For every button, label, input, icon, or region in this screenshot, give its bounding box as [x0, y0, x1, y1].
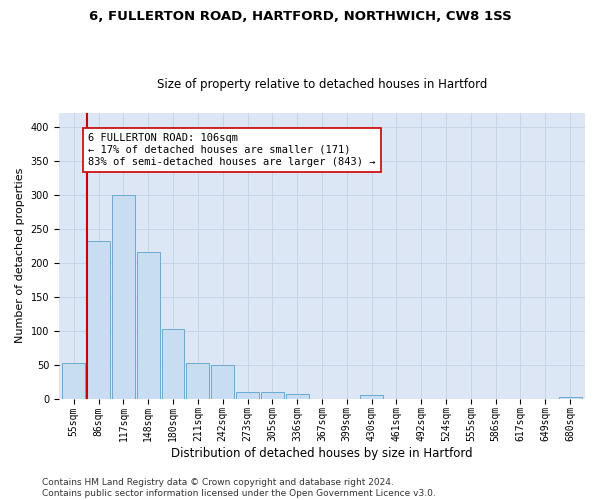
Text: 6 FULLERTON ROAD: 106sqm
← 17% of detached houses are smaller (171)
83% of semi-: 6 FULLERTON ROAD: 106sqm ← 17% of detach… — [88, 134, 376, 166]
Bar — [137, 252, 160, 398]
Bar — [261, 392, 284, 398]
Bar — [161, 328, 184, 398]
Bar — [211, 365, 234, 398]
Bar — [360, 395, 383, 398]
Title: Size of property relative to detached houses in Hartford: Size of property relative to detached ho… — [157, 78, 487, 91]
Bar — [236, 392, 259, 398]
Bar — [87, 241, 110, 398]
Bar — [187, 363, 209, 398]
Bar — [559, 396, 581, 398]
X-axis label: Distribution of detached houses by size in Hartford: Distribution of detached houses by size … — [171, 447, 473, 460]
Bar — [62, 362, 85, 398]
Text: 6, FULLERTON ROAD, HARTFORD, NORTHWICH, CW8 1SS: 6, FULLERTON ROAD, HARTFORD, NORTHWICH, … — [89, 10, 511, 23]
Text: Contains HM Land Registry data © Crown copyright and database right 2024.
Contai: Contains HM Land Registry data © Crown c… — [42, 478, 436, 498]
Bar — [286, 394, 308, 398]
Bar — [112, 194, 135, 398]
Y-axis label: Number of detached properties: Number of detached properties — [15, 168, 25, 344]
